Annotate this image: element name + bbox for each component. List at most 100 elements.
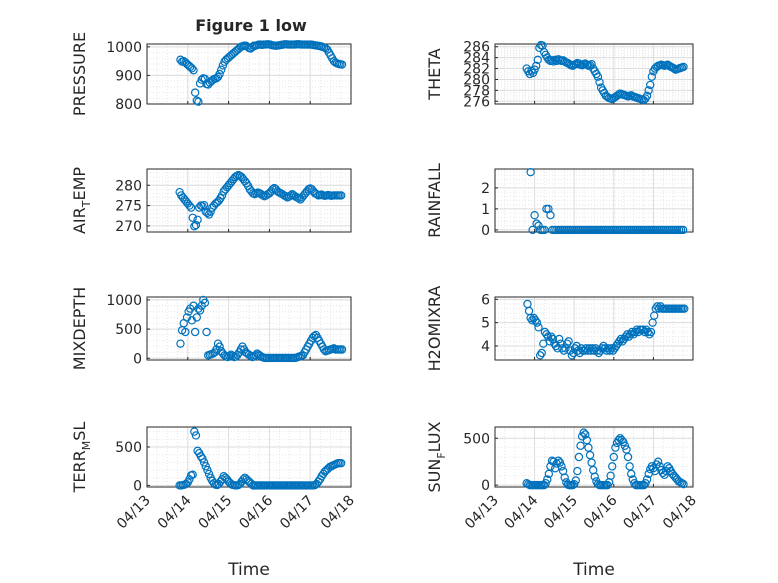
data-point [606, 471, 615, 480]
data-point [528, 316, 537, 325]
data-point [625, 462, 634, 471]
data-point [669, 64, 679, 73]
series-markers [522, 428, 688, 490]
y-tick-label: 286 [463, 40, 490, 56]
data-point [559, 346, 569, 355]
data-point [530, 210, 539, 220]
data-point [543, 475, 552, 484]
data-point [581, 344, 591, 353]
data-point [632, 325, 641, 334]
data-point [558, 344, 567, 353]
data-point [627, 327, 637, 337]
data-point [622, 445, 631, 454]
data-point [535, 351, 545, 360]
y-axis-label: RAINFALL [425, 163, 444, 238]
series-markers [175, 170, 346, 231]
y-axis-label: TERRMSL [70, 422, 93, 494]
data-point [185, 201, 194, 210]
data-point [573, 466, 582, 476]
data-point [585, 344, 594, 353]
data-point [586, 346, 596, 355]
y-tick-label: 284 [463, 51, 490, 67]
y-tick-label: 500 [115, 322, 142, 338]
data-point [194, 97, 203, 106]
series-markers [176, 40, 347, 106]
axes-outline [494, 426, 694, 488]
data-point [526, 167, 535, 177]
y-tick-label: 1 [481, 202, 490, 218]
y-tick-label: 500 [463, 431, 490, 447]
data-point [679, 62, 688, 72]
data-point [585, 450, 595, 460]
data-point [544, 469, 554, 479]
data-point [627, 469, 636, 479]
data-point [602, 346, 611, 355]
data-point [609, 452, 619, 462]
data-point [611, 443, 620, 452]
data-point [542, 330, 551, 339]
data-point [188, 470, 197, 479]
data-point [197, 75, 206, 84]
data-point [607, 344, 616, 353]
subplot-3: 270 275 280 AIRTEMP [70, 167, 352, 235]
x-axis-label: Time [572, 560, 615, 580]
y-tick-label: 800 [115, 97, 142, 113]
y-tick-label: 2 [481, 181, 490, 197]
data-point [189, 66, 198, 75]
data-point [580, 346, 589, 355]
data-point [176, 339, 185, 348]
data-point [550, 55, 560, 65]
data-point [574, 452, 584, 462]
data-point [337, 191, 346, 200]
data-point [217, 65, 226, 74]
data-point [642, 475, 652, 484]
subplot-6: 4 5 6 H2OMIXRA [425, 286, 694, 372]
data-point [638, 325, 648, 334]
data-point [562, 339, 572, 348]
y-tick-label: 276 [463, 94, 490, 110]
data-point [626, 330, 635, 339]
data-point [533, 55, 542, 65]
y-tick-label: 282 [463, 62, 490, 78]
data-point [642, 91, 652, 101]
y-axis-label: H2OMIXRA [425, 286, 444, 372]
figure-title: Figure 1 low [195, 16, 307, 35]
data-point [597, 344, 607, 353]
data-point [228, 351, 237, 361]
y-tick-label: 5 [481, 316, 490, 332]
data-point [337, 60, 347, 69]
y-axis-label: AIRTEMP [70, 167, 93, 234]
data-point [588, 344, 597, 353]
data-point [554, 334, 564, 344]
minor-grid [147, 44, 351, 105]
series-markers [175, 427, 346, 490]
data-point [190, 327, 200, 337]
data-point [646, 80, 655, 90]
data-point [201, 462, 210, 471]
data-point [225, 351, 234, 361]
data-point [593, 72, 603, 81]
data-point [584, 443, 593, 452]
data-point [569, 348, 578, 358]
y-axis-label: SUNFLUX [425, 421, 448, 492]
data-point [532, 219, 541, 228]
x-axis-label: Time [227, 560, 270, 580]
data-point [191, 431, 201, 440]
data-point [646, 327, 656, 337]
data-point [571, 59, 580, 69]
data-point [564, 337, 573, 346]
data-point [191, 220, 201, 230]
data-point [653, 457, 663, 466]
data-point [192, 313, 201, 322]
data-point [215, 69, 224, 79]
axes-outline [494, 43, 694, 105]
axes-outline [494, 296, 694, 361]
data-point [200, 298, 210, 308]
data-point [203, 465, 212, 475]
y-tick-label: 4 [481, 339, 490, 355]
data-point [561, 344, 570, 353]
data-point [679, 479, 688, 489]
y-tick-label: 0 [481, 478, 490, 494]
data-point [576, 441, 585, 450]
